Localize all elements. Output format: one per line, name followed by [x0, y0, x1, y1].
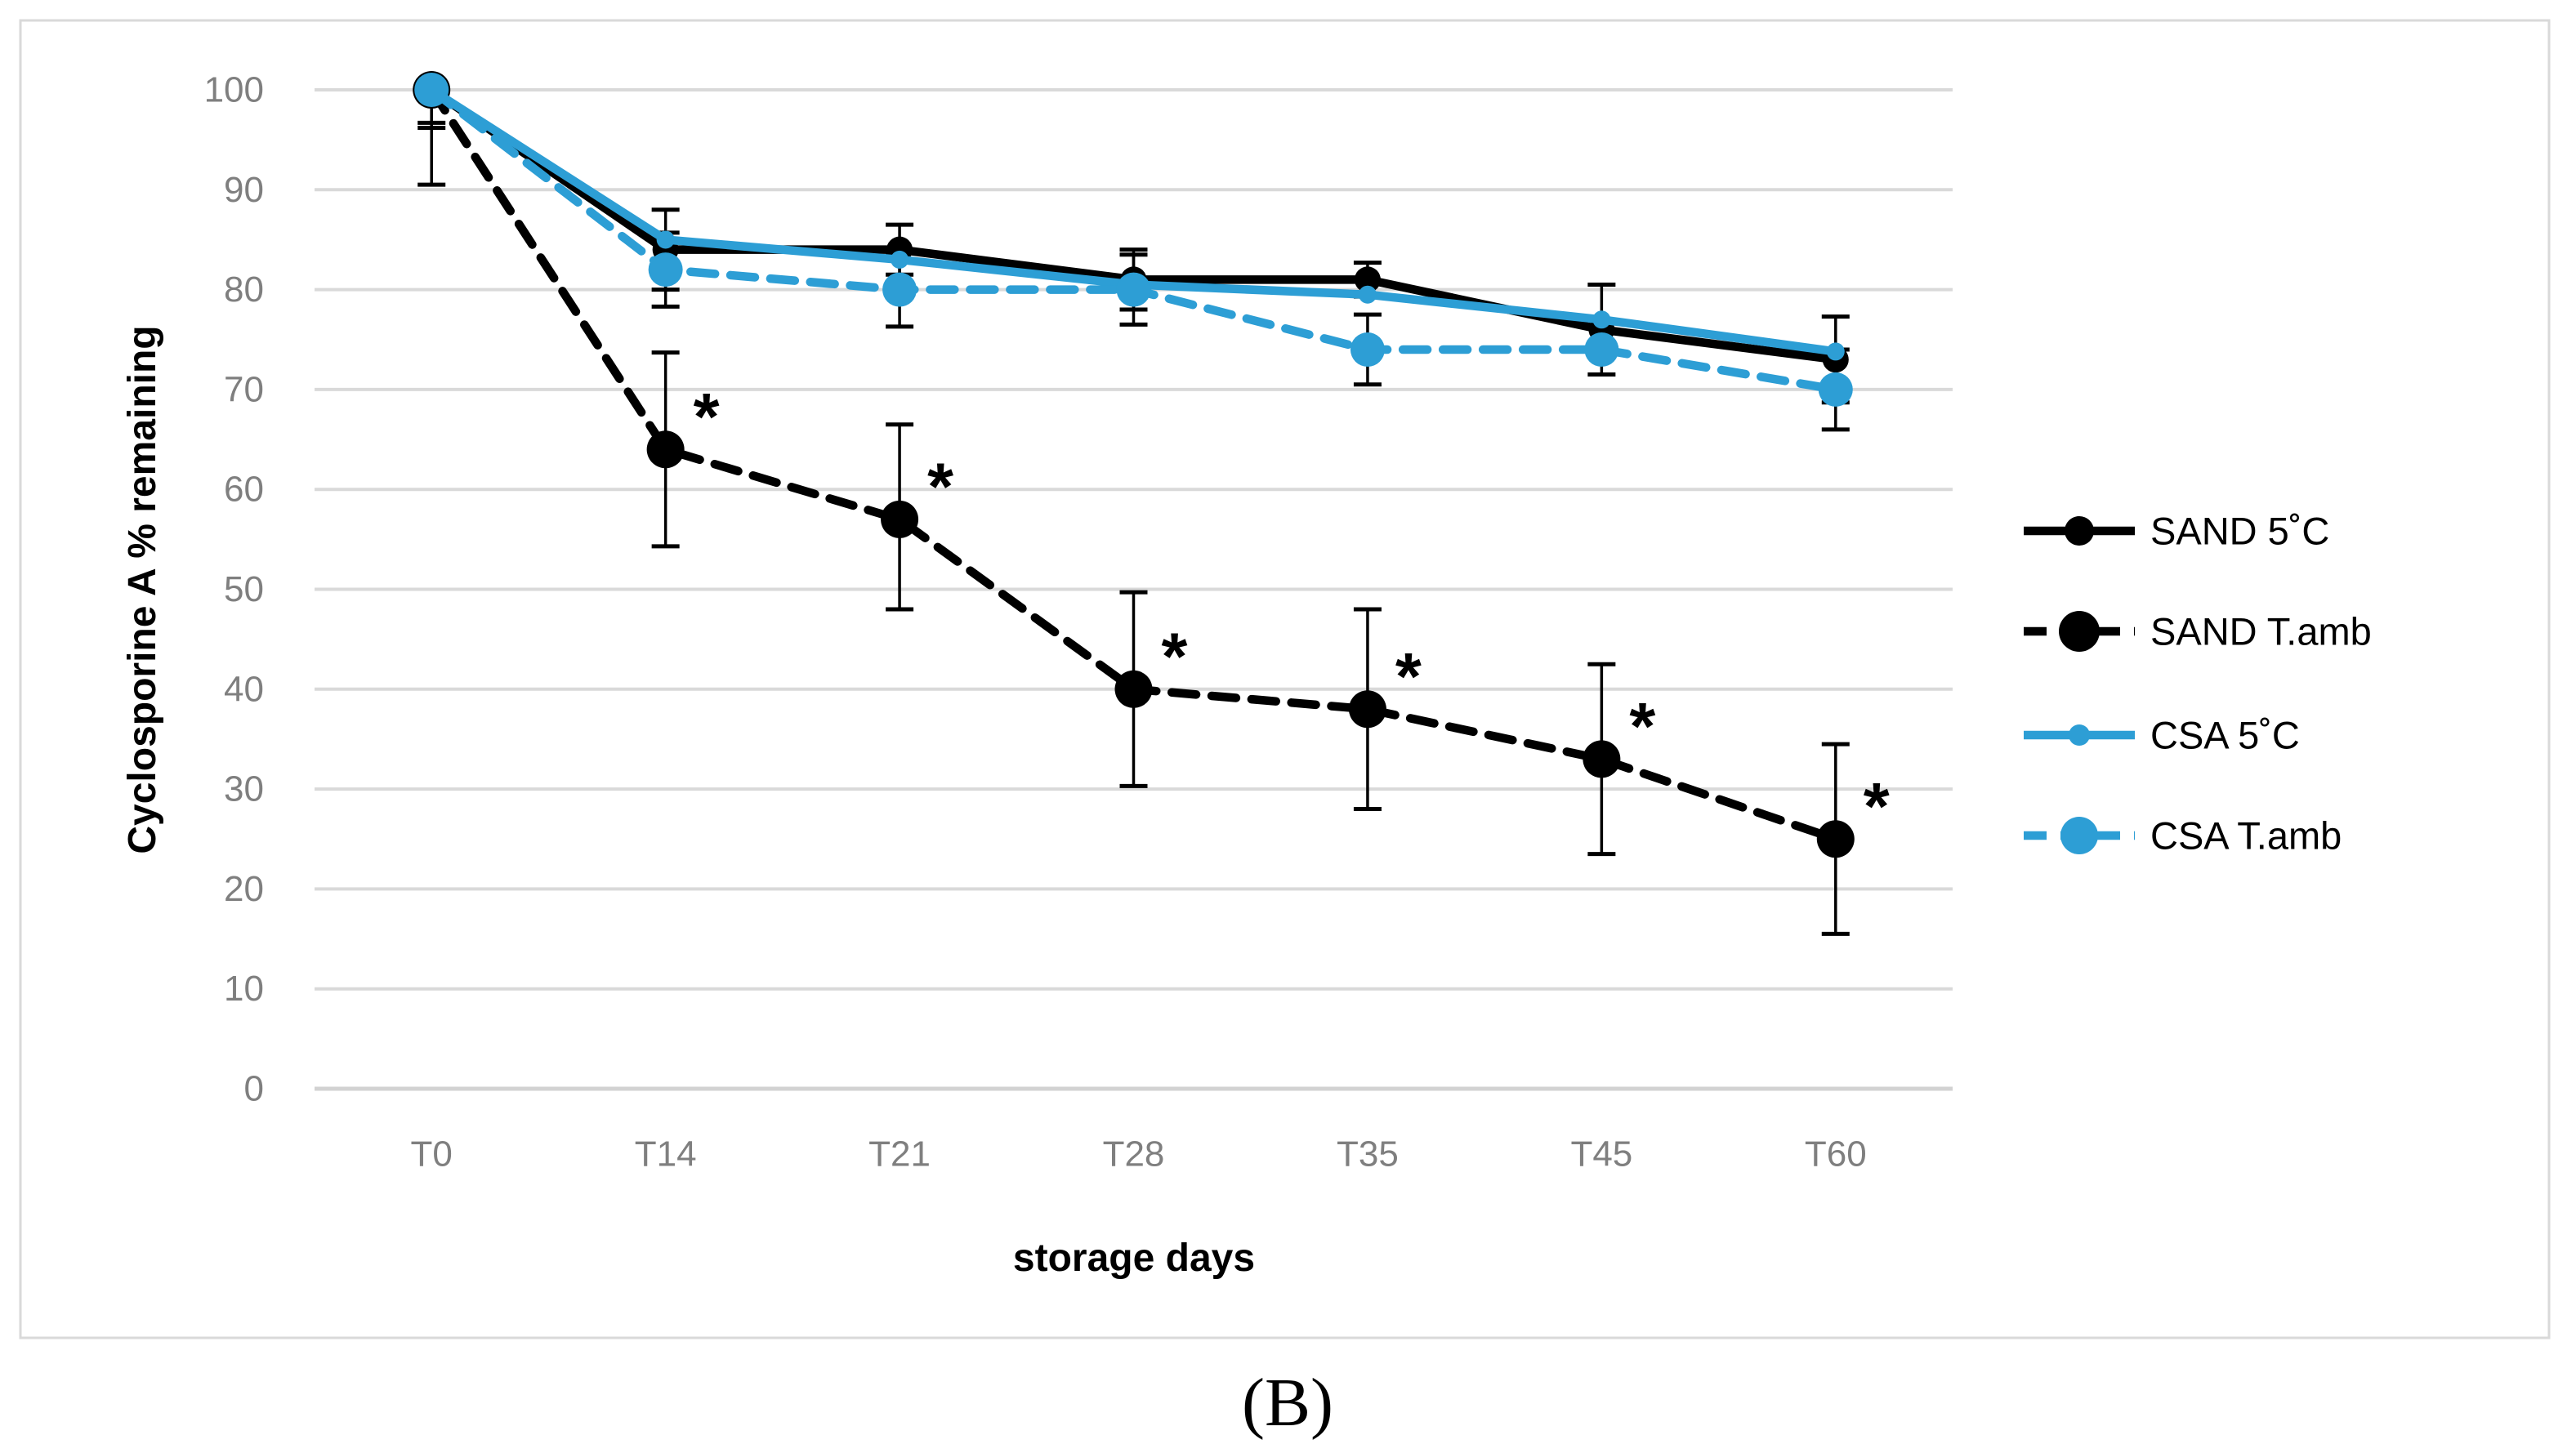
series-marker	[882, 272, 917, 307]
series-marker	[414, 73, 449, 107]
series-marker	[891, 250, 909, 269]
legend-item: CSA T.amb	[2024, 814, 2342, 858]
x-tick-label: T35	[1337, 1134, 1399, 1174]
y-tick-label: 20	[224, 869, 264, 909]
y-axis-title: Cyclosporine A % remaining	[121, 325, 164, 854]
significance-asterisks: * * * * * *	[694, 380, 1890, 844]
significance-asterisk: *	[1395, 640, 1422, 714]
y-tick-label: 70	[224, 369, 264, 409]
legend-item: SAND T.amb	[2024, 610, 2372, 653]
data-series	[413, 71, 1855, 858]
x-tick-label: T28	[1103, 1134, 1165, 1174]
x-tick-label: T45	[1570, 1134, 1632, 1174]
y-tick-label: 100	[204, 70, 264, 110]
legend-item: CSA 5˚C	[2024, 714, 2300, 757]
significance-asterisk: *	[927, 450, 953, 524]
y-tick-label: 0	[244, 1069, 264, 1109]
series-marker	[1358, 285, 1377, 304]
legend-label: SAND T.amb	[2150, 610, 2372, 653]
series-marker	[881, 500, 919, 538]
legend-item: SAND 5˚C	[2024, 510, 2329, 553]
legend-marker	[2069, 724, 2090, 746]
series-marker	[1826, 342, 1845, 361]
x-axis-title: storage days	[1013, 1237, 1255, 1280]
y-tick-label: 60	[224, 470, 264, 510]
legend-marker	[2060, 817, 2098, 854]
series-marker	[1354, 266, 1381, 293]
legend: SAND 5˚C SAND T.amb CSA 5˚C CSA T.amb	[2024, 510, 2372, 858]
series-marker	[1592, 310, 1611, 329]
series-marker	[1583, 740, 1621, 778]
legend-label: CSA 5˚C	[2150, 714, 2300, 757]
x-tick-label: T0	[411, 1134, 453, 1174]
x-tick-label: T14	[635, 1134, 697, 1174]
series-marker	[656, 230, 675, 249]
series-marker	[1350, 332, 1385, 367]
y-tick-label: 30	[224, 769, 264, 809]
series-marker	[1816, 820, 1855, 858]
series-marker	[1348, 690, 1386, 729]
y-tick-label: 80	[224, 270, 264, 310]
legend-marker	[2059, 611, 2100, 652]
x-axis-tick-labels: T0 T14 T21 T28 T35 T45 T60	[411, 1134, 1867, 1174]
x-tick-label: T60	[1805, 1134, 1867, 1174]
y-axis-tick-labels: 0 10 20 30 40 50 60 70 80 90 100	[204, 70, 264, 1109]
series-marker	[648, 252, 683, 287]
series-marker	[1114, 670, 1153, 708]
series-marker	[1584, 332, 1619, 367]
significance-asterisk: *	[1864, 769, 1890, 844]
y-tick-label: 50	[224, 569, 264, 609]
chart-frame	[19, 19, 2551, 1339]
legend-label: CSA T.amb	[2150, 814, 2342, 858]
significance-asterisk: *	[694, 380, 720, 454]
series-marker	[1116, 272, 1151, 307]
figure-caption: (B)	[1242, 1365, 1333, 1441]
y-tick-label: 90	[224, 170, 264, 210]
legend-label: SAND 5˚C	[2150, 510, 2329, 553]
significance-asterisk: *	[1629, 689, 1655, 764]
series-marker	[1818, 372, 1853, 407]
series-marker	[646, 430, 685, 469]
legend-marker	[2065, 516, 2094, 546]
y-tick-label: 40	[224, 669, 264, 709]
y-tick-label: 10	[224, 969, 264, 1009]
x-tick-label: T21	[868, 1134, 931, 1174]
significance-asterisk: *	[1162, 620, 1188, 694]
